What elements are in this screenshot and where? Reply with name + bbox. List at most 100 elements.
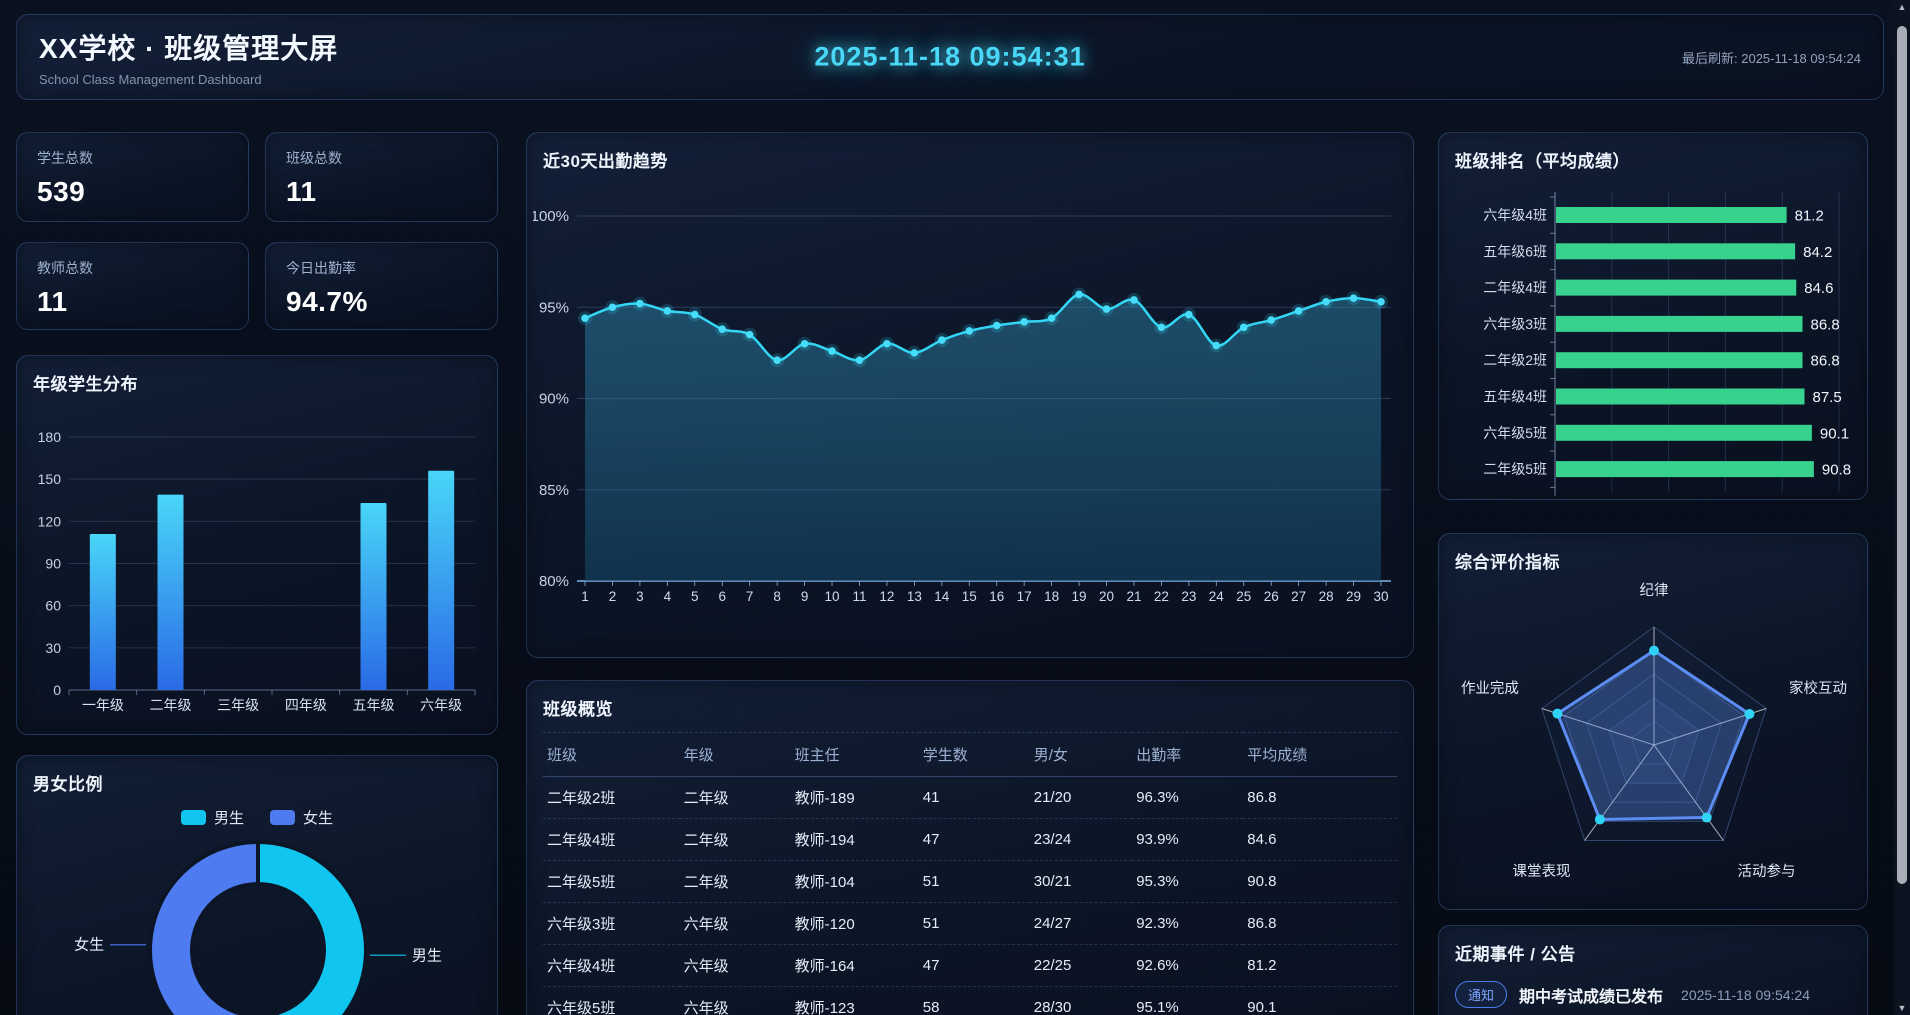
svg-text:12: 12 [879, 589, 894, 604]
table-column-header: 男/女 [1029, 732, 1133, 777]
legend-item-male[interactable]: 男生 [180, 807, 244, 828]
svg-text:六年级: 六年级 [420, 697, 462, 713]
svg-text:30: 30 [45, 640, 61, 656]
table-cell: 58 [918, 986, 1030, 1015]
svg-text:活动参与: 活动参与 [1737, 863, 1795, 880]
table-cell: 23/24 [1029, 818, 1133, 861]
svg-text:25: 25 [1236, 589, 1251, 604]
svg-text:19: 19 [1072, 589, 1087, 604]
svg-text:100: 100 [1828, 498, 1850, 500]
stat-label: 教师总数 [37, 260, 93, 276]
page-scrollbar[interactable]: ▲ ▼ [1894, 0, 1910, 1015]
svg-text:90.1: 90.1 [1820, 425, 1849, 442]
scrollbar-thumb[interactable] [1897, 26, 1907, 884]
svg-text:24: 24 [1209, 589, 1225, 604]
table-cell: 24/27 [1029, 902, 1133, 945]
table-cell: 21/20 [1029, 776, 1133, 819]
stat-card-teachers: 教师总数 11 [16, 242, 249, 330]
svg-text:28: 28 [1319, 589, 1334, 604]
svg-text:二年级4班: 二年级4班 [1483, 280, 1547, 296]
scrollbar-down-arrow[interactable]: ▼ [1897, 1003, 1907, 1013]
panel-title: 年级学生分布 [33, 375, 138, 394]
table-header: 班级 年级 班主任 学生数 男/女 出勤率 平均成绩 [543, 732, 1397, 777]
svg-text:180: 180 [38, 429, 62, 445]
svg-text:81.2: 81.2 [1795, 208, 1824, 225]
svg-text:六年级4班: 六年级4班 [1483, 207, 1547, 223]
legend-item-female[interactable]: 女生 [270, 807, 333, 828]
gender-ratio-donut-chart[interactable]: 男生 女生 [33, 834, 483, 1015]
table-cell: 96.3% [1132, 776, 1244, 819]
svg-text:2: 2 [609, 589, 617, 604]
live-clock: 2025-11-18 09:54:31 [814, 41, 1086, 72]
table-cell: 二年级 [679, 818, 791, 861]
svg-text:六年级3班: 六年级3班 [1483, 316, 1547, 332]
attendance-trend-line-chart[interactable]: 100%95%90%85%80%1 2 3 4 5 6 7 8 9 10 11 12 13 14 15 16 1… [533, 180, 1397, 620]
evaluation-radar-panel: 综合评价指标 纪律 家校互动 活动参与 课堂表现 作业完成 [1438, 533, 1868, 910]
header-titles: XX学校 · 班级管理大屏 School Class Management Da… [39, 27, 338, 87]
scrollbar-up-arrow[interactable]: ▲ [1897, 2, 1907, 12]
svg-text:4: 4 [664, 589, 672, 604]
svg-text:四年级: 四年级 [285, 697, 327, 713]
panel-title: 男女比例 [33, 775, 103, 794]
table-cell: 二年级 [679, 860, 791, 903]
event-badge: 通知 [1455, 981, 1508, 1008]
stat-card-classes: 班级总数 11 [265, 132, 498, 222]
svg-text:家校互动: 家校互动 [1789, 680, 1847, 697]
table-cell: 30/21 [1029, 860, 1133, 903]
svg-text:23: 23 [1181, 589, 1196, 604]
table-cell: 二年级4班 [543, 818, 680, 861]
table-cell: 86.8 [1243, 776, 1397, 819]
grade-distribution-bar-chart[interactable]: 0 30 60 90 120 150 180 一年级 二年级 三年级 四年级 五年级 六年级 [25, 401, 481, 721]
table-row: 二年级2班 二年级 教师-189 41 21/20 96.3% 86.8 [543, 776, 1397, 819]
last-refresh-label: 最后刷新: 2025-11-18 09:54:24 [1682, 50, 1861, 66]
table-cell: 93.9% [1132, 818, 1244, 861]
table-cell: 教师-189 [790, 776, 919, 819]
svg-text:90.8: 90.8 [1822, 462, 1851, 479]
stat-card-students: 学生总数 539 [16, 132, 249, 222]
svg-text:二年级5班: 二年级5班 [1483, 461, 1547, 477]
svg-text:21: 21 [1126, 589, 1141, 604]
table-row: 六年级4班 六年级 教师-164 47 22/25 92.6% 81.2 [543, 944, 1397, 987]
table-row: 六年级5班 六年级 教师-123 58 28/30 95.1% 90.1 [543, 986, 1397, 1015]
table-cell: 二年级 [679, 776, 791, 819]
svg-text:13: 13 [907, 589, 922, 604]
table-cell: 51 [918, 860, 1030, 903]
table-cell: 51 [918, 902, 1030, 945]
svg-text:26: 26 [1264, 589, 1279, 604]
table-column-header: 年级 [679, 732, 791, 777]
gender-legend[interactable]: 男生 女生 [33, 807, 481, 828]
panel-title: 班级概览 [543, 700, 613, 719]
table-body: 二年级2班 二年级 教师-189 41 21/20 96.3% 86.8 二年级4班 二年级 教师… [543, 776, 1397, 1015]
table-cell: 95.3% [1132, 860, 1244, 903]
svg-text:15: 15 [962, 589, 977, 604]
table-cell: 六年级5班 [543, 986, 680, 1015]
table-cell: 六年级3班 [543, 902, 680, 945]
event-item[interactable]: 通知 期中考试成绩已发布 2025-11-18 09:54:24 [1455, 981, 1851, 1008]
right-column: 班级排名（平均成绩） 0 20 40 60 80 100 六年级4班 81.2 五年级6班 84.… [1438, 132, 1868, 1015]
table-cell: 90.1 [1243, 986, 1397, 1015]
svg-text:95%: 95% [539, 299, 569, 316]
class-ranking-bar-chart[interactable]: 0 20 40 60 80 100 六年级4班 81.2 五年级6班 84.2 二年级4班 84.6 六… [1455, 178, 1853, 500]
event-time: 2025-11-18 09:54:24 [1681, 986, 1810, 1003]
attendance-trend-panel: 近30天出勤趋势 100% 95% 90% 85% 80% 1 2 3 4 5 6 7 8 9 10 11 12… [526, 132, 1414, 658]
svg-text:8: 8 [773, 589, 781, 604]
header: XX学校 · 班级管理大屏 School Class Management Da… [16, 14, 1884, 100]
page-subtitle: School Class Management Dashboard [39, 72, 262, 87]
svg-text:7: 7 [746, 589, 754, 604]
class-ranking-panel: 班级排名（平均成绩） 0 20 40 60 80 100 六年级4班 81.2 五年级6班 84.… [1438, 132, 1868, 500]
svg-text:10: 10 [825, 589, 840, 604]
svg-text:86.8: 86.8 [1811, 353, 1840, 370]
svg-text:16: 16 [989, 589, 1004, 604]
svg-text:0: 0 [53, 682, 61, 698]
table-column-header: 出勤率 [1132, 732, 1244, 777]
middle-column: 近30天出勤趋势 100% 95% 90% 85% 80% 1 2 3 4 5 6 7 8 9 10 11 12… [526, 132, 1414, 1015]
table-cell: 84.6 [1243, 818, 1397, 861]
svg-text:27: 27 [1291, 589, 1306, 604]
table-row: 二年级5班 二年级 教师-104 51 30/21 95.3% 90.8 [543, 860, 1397, 903]
svg-text:0: 0 [1551, 498, 1558, 500]
table-column-header: 班主任 [790, 732, 919, 777]
svg-text:20: 20 [1605, 498, 1619, 500]
stat-value: 94.7% [286, 286, 368, 317]
svg-text:女生: 女生 [74, 936, 104, 954]
